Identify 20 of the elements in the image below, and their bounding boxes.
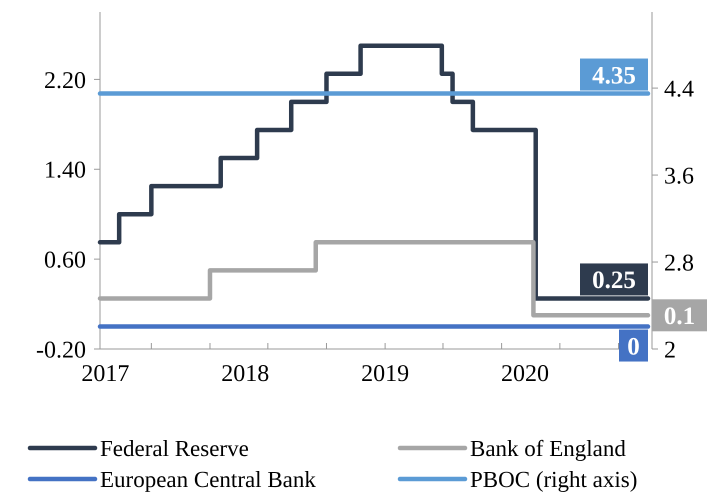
y-tick-label: 0.60 — [44, 248, 86, 274]
legend-label: Bank of England — [470, 436, 626, 462]
y2-tick-label: 4.4 — [664, 76, 694, 102]
y-tick-label: 1.40 — [44, 158, 86, 184]
legend-label: Federal Reserve — [100, 436, 249, 462]
data-label: 4.35 — [592, 62, 636, 90]
data-label: 0 — [627, 333, 640, 360]
y-tick-label: 2.20 — [44, 68, 86, 94]
x-tick-label: 2017 — [81, 361, 130, 387]
x-tick-label: 2018 — [221, 361, 270, 387]
y2-tick-label: 2 — [664, 337, 676, 364]
x-tick-label: 2020 — [500, 361, 549, 387]
y2-tick-label: 3.6 — [664, 163, 694, 190]
legend-label: PBOC (right axis) — [470, 467, 638, 492]
x-tick-label: 2019 — [361, 361, 410, 387]
legend-label: European Central Bank — [100, 467, 316, 492]
data-label: 0.25 — [592, 267, 636, 294]
data-label: 0.1 — [664, 303, 696, 330]
y-tick-label: -0.20 — [36, 337, 86, 364]
y2-tick-label: 2.8 — [664, 250, 694, 276]
